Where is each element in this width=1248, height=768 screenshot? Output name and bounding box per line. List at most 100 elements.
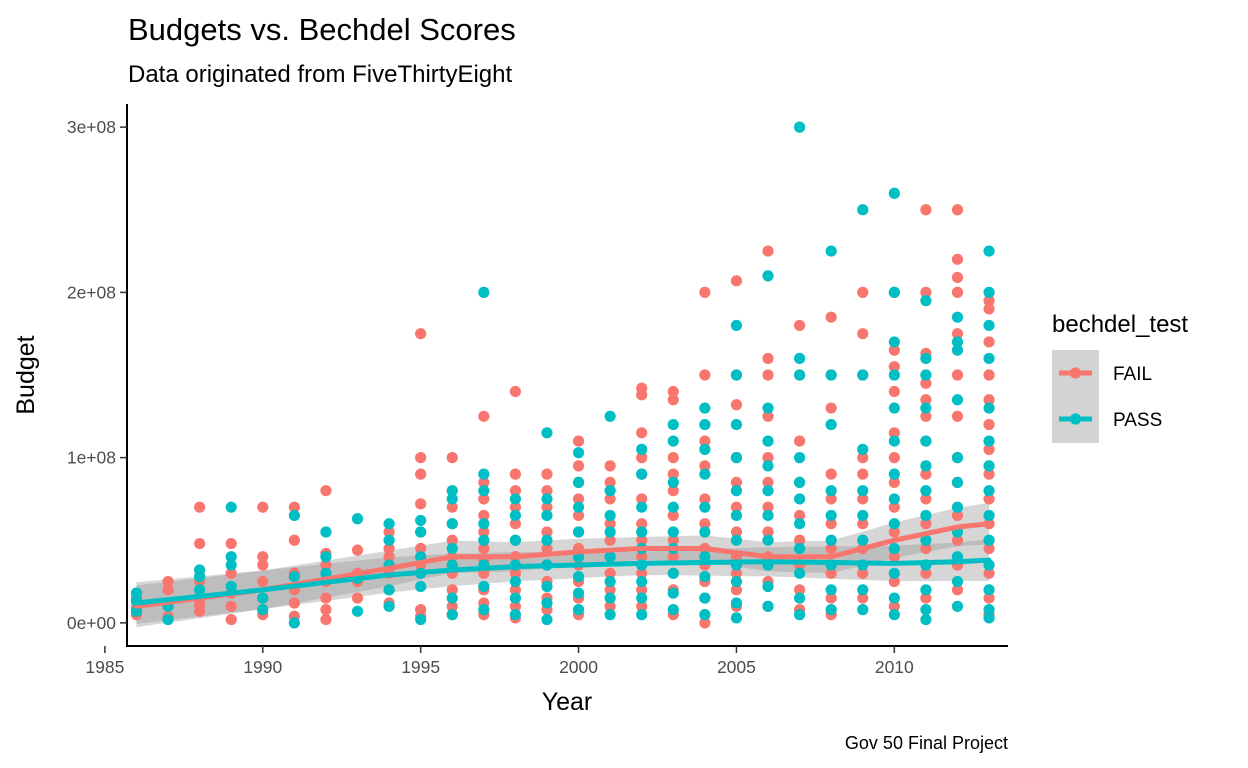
point-pass [225, 580, 237, 593]
point-pass [257, 604, 269, 616]
point-fail [699, 617, 711, 629]
point-pass [793, 476, 806, 489]
point-fail [888, 452, 900, 464]
point-fail [857, 592, 869, 604]
point-fail [509, 485, 521, 497]
point-pass [446, 518, 458, 530]
point-fail [730, 526, 743, 538]
point-pass [509, 509, 521, 522]
point-fail [415, 328, 427, 340]
point-fail [983, 542, 995, 555]
point-fail [320, 485, 332, 497]
point-fail [762, 501, 774, 513]
point-pass [951, 311, 964, 323]
point-fail [951, 369, 964, 381]
point-pass [857, 369, 869, 381]
point-fail [793, 584, 806, 596]
point-fail [351, 544, 364, 556]
point-pass [730, 534, 743, 546]
legend: bechdel_test FAIL PASS [1052, 311, 1188, 443]
point-pass [920, 402, 932, 414]
point-pass [509, 575, 521, 588]
point-pass [793, 121, 806, 133]
point-fail [478, 493, 490, 505]
chart-title: Budgets vs. Bechdel Scores [128, 12, 516, 47]
point-pass [699, 570, 711, 583]
point-fail [730, 476, 743, 489]
point-pass [825, 369, 837, 381]
point-fail [320, 604, 332, 616]
point-fail [983, 592, 995, 604]
point-pass [636, 501, 648, 513]
x-tick-label: 2005 [717, 657, 756, 677]
point-pass [699, 402, 711, 414]
chart-caption: Gov 50 Final Project [845, 733, 1008, 753]
point-pass [699, 592, 711, 604]
point-fail [762, 476, 774, 489]
point-pass [983, 352, 995, 365]
point-fail [667, 468, 679, 480]
point-fail [920, 377, 932, 389]
point-pass [888, 542, 900, 555]
point-pass [983, 435, 995, 447]
point-fail [415, 498, 427, 510]
point-pass [920, 584, 932, 596]
point-fail [225, 537, 237, 550]
point-pass [446, 485, 458, 497]
point-fail [951, 204, 964, 216]
point-fail [951, 410, 964, 422]
point-pass [225, 559, 237, 571]
point-fail [951, 253, 964, 265]
point-fail [983, 295, 995, 307]
point-pass [762, 435, 774, 447]
point-pass [288, 570, 300, 583]
point-pass [730, 369, 743, 381]
point-fail [983, 493, 995, 505]
point-pass [541, 597, 553, 609]
point-fail [730, 584, 743, 596]
x-axis-label: Year [542, 688, 593, 716]
point-pass [699, 501, 711, 513]
point-pass [793, 518, 806, 530]
point-fail [920, 518, 932, 530]
point-fail [730, 501, 743, 513]
point-pass [604, 509, 616, 522]
point-fail [983, 418, 995, 431]
point-pass [572, 604, 585, 616]
point-pass [920, 460, 932, 472]
point-fail [667, 551, 679, 563]
point-fail [225, 613, 237, 626]
point-pass [130, 605, 143, 617]
point-pass [762, 485, 774, 497]
point-fail [541, 526, 553, 538]
point-fail [920, 567, 932, 579]
point-pass [825, 584, 837, 596]
point-pass [572, 447, 585, 459]
point-pass [541, 427, 553, 439]
point-fail [825, 468, 837, 480]
point-fail [478, 410, 490, 422]
point-fail [825, 592, 837, 604]
point-pass [730, 485, 743, 497]
point-fail [825, 402, 837, 414]
point-fail [541, 542, 553, 555]
point-pass [415, 526, 427, 538]
point-fail [194, 501, 206, 513]
point-pass [572, 501, 585, 513]
point-pass [888, 369, 900, 381]
point-pass [541, 580, 553, 593]
point-fail [383, 526, 395, 538]
point-pass [857, 204, 869, 216]
point-pass [920, 613, 932, 626]
point-fail [288, 501, 300, 513]
point-pass [162, 613, 174, 626]
point-pass [730, 319, 743, 332]
point-fail [446, 501, 458, 513]
point-pass [920, 534, 932, 546]
point-pass [667, 435, 679, 447]
point-fail [572, 509, 585, 522]
y-axis-label: Budget [12, 335, 40, 414]
point-pass [383, 600, 395, 612]
point-fail [699, 435, 711, 447]
point-fail [604, 518, 616, 530]
